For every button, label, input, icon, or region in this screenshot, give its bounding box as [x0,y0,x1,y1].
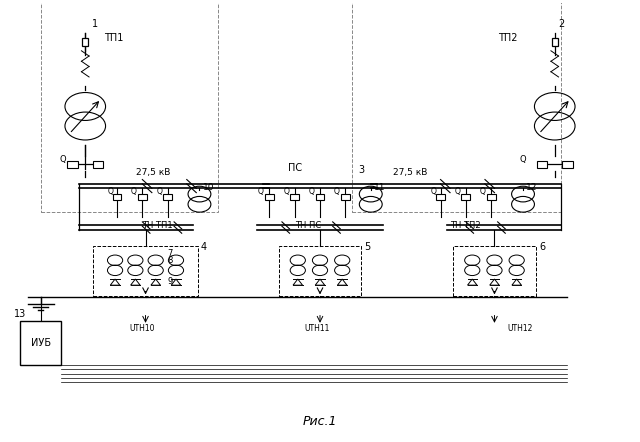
Bar [113,194,122,200]
Text: Q: Q [156,187,162,195]
Bar [487,194,496,200]
Text: UТН11: UТН11 [304,324,330,332]
Bar [352,0,561,212]
Bar [316,194,324,200]
Text: ТН ПС: ТН ПС [294,221,321,229]
Bar [93,161,103,168]
Text: Q: Q [258,187,264,195]
Text: Q: Q [480,187,486,195]
Bar [93,246,198,296]
Bar [436,194,445,200]
Bar [552,38,558,46]
Text: ТН ТП1: ТН ТП1 [142,221,173,229]
Bar [341,194,350,200]
Text: Q: Q [108,187,113,195]
Text: 9: 9 [168,277,173,286]
Bar [67,161,77,168]
Text: 27,5 кВ: 27,5 кВ [136,168,170,178]
Polygon shape [467,279,477,285]
Text: 10: 10 [203,183,214,192]
Text: ТП2: ТП2 [498,33,517,43]
Bar [461,194,470,200]
Text: 5: 5 [364,243,371,252]
Text: 2: 2 [558,19,564,29]
Bar [138,194,147,200]
Text: 11: 11 [374,183,385,192]
Polygon shape [172,279,180,285]
Text: Q: Q [520,155,527,164]
Bar [265,194,274,200]
Text: ТП1: ТП1 [104,33,124,43]
Text: Q: Q [454,187,460,195]
Text: Q: Q [131,187,137,195]
Text: 8: 8 [168,256,173,265]
Bar [163,194,172,200]
Bar [290,194,299,200]
Text: ИУБ: ИУБ [31,338,51,348]
Text: 3: 3 [358,165,364,175]
Text: UТН12: UТН12 [507,324,532,332]
Bar [537,161,547,168]
Polygon shape [151,279,161,285]
Text: ПС: ПС [288,163,303,173]
Bar [279,246,361,296]
Text: Рис.1: Рис.1 [303,415,337,428]
Polygon shape [490,279,499,285]
Bar [41,0,218,212]
Polygon shape [131,279,140,285]
Bar [82,38,88,46]
Text: Q: Q [60,155,67,164]
Text: 1: 1 [92,19,98,29]
Text: 27,5 кВ: 27,5 кВ [393,168,428,178]
Text: ТН ТП2: ТН ТП2 [450,221,481,229]
Bar [453,246,536,296]
Text: 12: 12 [526,183,538,192]
Text: Q: Q [284,187,289,195]
Polygon shape [337,279,347,285]
Text: Q: Q [431,187,437,195]
Text: 13: 13 [14,309,26,319]
Text: Q: Q [308,187,314,195]
Polygon shape [512,279,522,285]
Bar [20,321,61,365]
Text: 7: 7 [168,249,173,258]
Text: UТН10: UТН10 [130,324,155,332]
Polygon shape [110,279,120,285]
Text: 6: 6 [539,243,545,252]
Text: 4: 4 [201,243,207,252]
Bar [563,161,573,168]
Polygon shape [316,279,324,285]
Text: Q: Q [334,187,340,195]
Polygon shape [293,279,303,285]
